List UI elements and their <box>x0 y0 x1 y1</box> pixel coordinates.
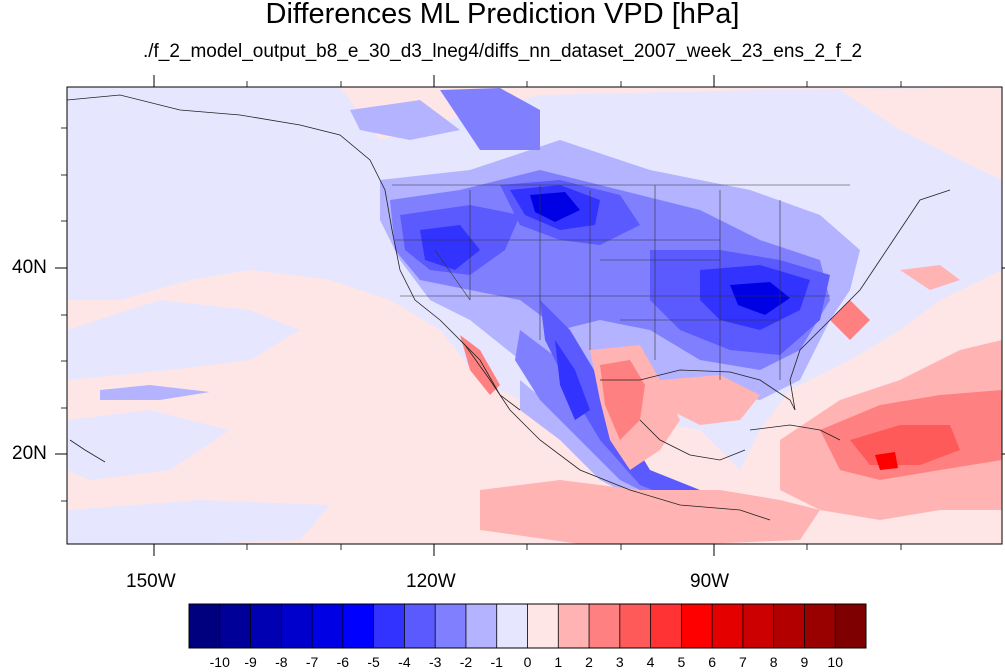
colorbar-label: 5 <box>677 654 686 670</box>
state-boundaries <box>392 184 850 380</box>
colorbar-label: 1 <box>554 654 563 670</box>
colorbar-label: -8 <box>275 654 288 670</box>
colorbar <box>188 603 867 649</box>
colorbar-swatch <box>373 604 405 648</box>
colorbar-swatch <box>189 604 221 648</box>
region-weak-positive-north-atlantic <box>900 265 960 290</box>
colorbar-swatch <box>619 604 651 648</box>
colorbar-swatch <box>435 604 467 648</box>
map-subtitle: ./f_2_model_output_b8_e_30_d3_lneg4/diff… <box>142 41 863 62</box>
colorbar-label: -1 <box>490 654 503 670</box>
lon-label-150w: 150W <box>126 571 176 592</box>
colorbar-swatch <box>219 604 251 648</box>
colorbar-swatch <box>681 604 713 648</box>
colorbar-swatch <box>527 604 559 648</box>
colorbar-label: -5 <box>367 654 380 670</box>
lat-label-20n: 20N <box>12 443 47 464</box>
region-peak-negative-north <box>530 192 580 222</box>
colorbar-swatch <box>835 604 867 648</box>
colorbar-swatch <box>558 604 590 648</box>
colorbar-swatch <box>804 604 836 648</box>
colorbar-frame <box>188 603 867 649</box>
map-title: Differences ML Prediction VPD [hPa] <box>265 0 740 30</box>
region-light-negative-pacific-south <box>67 410 230 480</box>
colorbar-swatch <box>281 604 313 648</box>
lon-label-90w: 90W <box>690 571 730 592</box>
region-strong-negative-rockies <box>540 300 700 505</box>
colorbar-label: 2 <box>585 654 593 670</box>
region-light-negative-pacific <box>67 300 300 380</box>
region-weak-negative-ocean <box>100 385 210 400</box>
colorbar-label: -6 <box>336 654 350 670</box>
colorbar-swatch <box>742 604 774 648</box>
lat-label-40n: 40N <box>12 257 47 278</box>
lon-label-120w: 120W <box>406 571 456 592</box>
region-light-positive-northeast <box>840 87 1002 180</box>
map-field <box>67 87 1002 544</box>
coastlines <box>67 94 951 521</box>
colorbar-label: 0 <box>523 654 532 670</box>
colorbar-swatch <box>404 604 436 648</box>
colorbar-label: 6 <box>708 654 717 670</box>
colorbar-label: -3 <box>428 654 442 670</box>
colorbar-label: 8 <box>769 654 778 670</box>
colorbar-label: 4 <box>646 654 655 670</box>
region-strongest-negative-nevada <box>420 225 480 270</box>
region-strongest-negative-mexico-west <box>555 340 590 420</box>
region-light-negative-tropics <box>67 500 330 544</box>
region-weak-positive-gulf <box>660 375 760 425</box>
colorbar-label: -10 <box>209 654 230 670</box>
colorbar-swatch <box>465 604 498 648</box>
colorbar-label: -4 <box>398 654 411 670</box>
colorbar-label: 10 <box>827 654 843 670</box>
colorbar-swatch <box>712 604 744 648</box>
region-mod-negative-alberta <box>440 88 540 150</box>
colorbar-swatch <box>312 604 344 648</box>
colorbar-label: 9 <box>800 654 809 670</box>
colorbar-label: 3 <box>615 654 624 670</box>
region-weak-positive-tropical-pacific <box>480 480 820 544</box>
colorbar-label: -7 <box>305 654 319 670</box>
colorbar-swatch <box>250 604 282 648</box>
colorbar-label: -9 <box>244 654 257 670</box>
colorbar-label: 7 <box>739 654 747 670</box>
colorbar-swatch <box>496 604 528 648</box>
colorbar-swatch <box>650 604 682 648</box>
axis-minor-ticks <box>61 81 902 550</box>
colorbar-label: -2 <box>459 654 473 670</box>
region-peak-negative-southeast <box>730 282 790 315</box>
region-weak-negative-bc <box>350 100 460 140</box>
map-frame <box>66 86 1003 545</box>
colorbar-swatch <box>342 604 374 648</box>
region-peak-positive-caribbean <box>875 452 898 470</box>
colorbar-swatch <box>773 604 805 648</box>
colorbar-swatch <box>589 604 621 648</box>
